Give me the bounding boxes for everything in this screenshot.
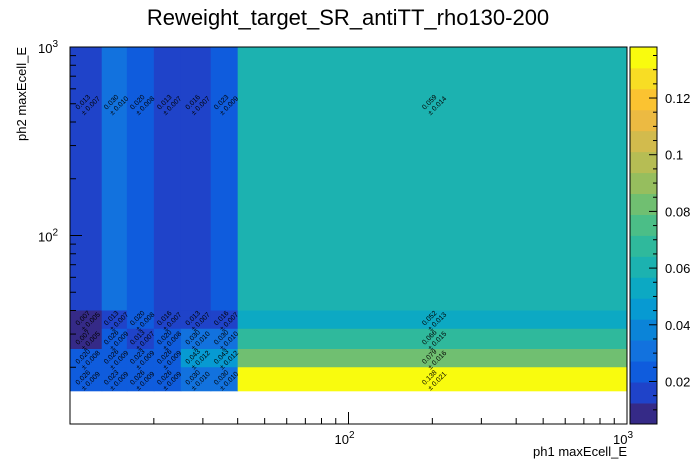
colorbar-tick-label: 0.12: [665, 91, 690, 106]
heatmap-cell: [70, 328, 103, 350]
colorbar-swatch: [630, 67, 657, 90]
heatmap-cell: [180, 348, 212, 368]
colorbar-swatch: [630, 382, 657, 404]
colorbar-swatch: [630, 130, 657, 153]
colorbar-tick-label: 0.02: [665, 374, 690, 389]
colorbar-swatch: [630, 88, 657, 111]
heatmap-cell: [210, 47, 239, 312]
heatmap-cell: [70, 310, 103, 330]
colorbar-swatch: [630, 256, 657, 278]
y-axis-ticks: [70, 55, 82, 425]
colorbar-swatch: [630, 235, 657, 257]
colorbar-tick-label: 0.1: [665, 148, 683, 163]
heatmap-cell: [237, 310, 628, 330]
colorbar-swatch: [630, 109, 657, 132]
heatmap-cell: [180, 310, 212, 330]
colorbar-swatch: [630, 172, 657, 195]
x-tick-label: 103: [613, 430, 633, 447]
colorbar-swatch: [630, 403, 657, 425]
heatmap-cell: [126, 310, 155, 330]
heatmap-cell: [210, 367, 239, 392]
x-axis-tick-labels: 102 103: [334, 430, 633, 447]
heatmap-cell: [126, 328, 155, 350]
color-scale-bar: [629, 46, 658, 425]
heatmap-cell: [153, 47, 182, 312]
heatmap-cell: [70, 348, 103, 368]
heatmap-cells: [70, 47, 628, 392]
colorbar-swatch: [630, 319, 657, 341]
heatmap-cell: [237, 348, 628, 368]
y-tick-label: 103: [38, 39, 58, 56]
heatmap-cell: [153, 348, 182, 368]
colorbar-swatch: [630, 298, 657, 320]
heatmap-cell: [237, 47, 628, 312]
heatmap-cell: [237, 328, 628, 350]
y-axis-tick-labels: 102 103: [38, 39, 58, 245]
heatmap-cell: [180, 367, 212, 392]
colorbar-swatch: [630, 361, 657, 383]
colorbar-tick-label: 0.04: [665, 318, 690, 333]
colorbar-swatch: [630, 193, 657, 215]
heatmap-cell: [70, 367, 103, 392]
heatmap-cell: [101, 348, 128, 368]
heatmap-cell: [180, 328, 212, 350]
heatmap-cell: [237, 367, 628, 392]
heatmap-cell: [101, 310, 128, 330]
y-axis-label: ph2 maxEcell_E: [14, 47, 29, 141]
heatmap-cell: [126, 367, 155, 392]
heatmap-cell: [101, 367, 128, 392]
x-axis-label: ph1 maxEcell_E: [533, 444, 627, 459]
heatmap-cell: [180, 47, 212, 312]
colorbar-swatch: [630, 151, 657, 174]
colorbar-swatch: [630, 214, 657, 236]
y-tick-label: 102: [38, 228, 58, 245]
chart-title: Reweight_target_SR_antiTT_rho130-200: [147, 5, 549, 30]
heatmap-cell: [101, 47, 128, 312]
x-axis-ticks: [69, 412, 628, 424]
heatmap-cell: [210, 328, 239, 350]
heatmap-cell: [210, 310, 239, 330]
colorbar-tick-label: 0.06: [665, 261, 690, 276]
color-scale-labels: 0.02 0.04 0.06 0.08 0.1 0.12: [649, 55, 690, 411]
colorbar-swatch: [630, 340, 657, 362]
heatmap-cell: [153, 328, 182, 350]
heatmap-cell: [153, 310, 182, 330]
heatmap-cell: [101, 328, 128, 350]
heatmap-cell: [210, 348, 239, 368]
heatmap-cell: [153, 367, 182, 392]
colorbar-frame: [629, 46, 658, 425]
colorbar-swatch: [630, 47, 657, 69]
colorbar-tick-label: 0.08: [665, 204, 690, 219]
heatmap-cell: [126, 47, 155, 312]
heatmap-cell: [126, 348, 155, 368]
x-tick-label: 102: [334, 430, 354, 447]
colorbar-swatch: [630, 277, 657, 299]
